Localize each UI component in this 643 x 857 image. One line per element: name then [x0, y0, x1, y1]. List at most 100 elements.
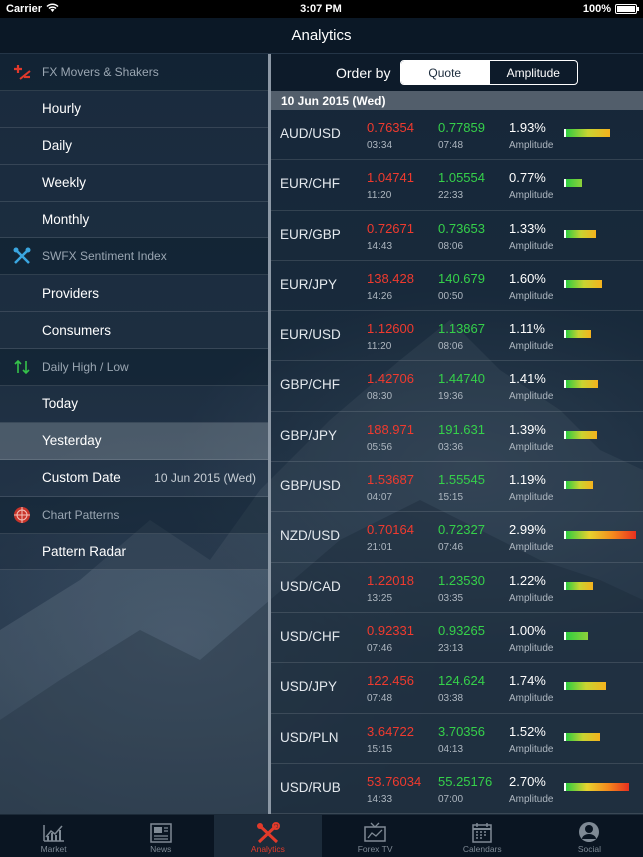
high-time: 22:33 — [438, 190, 464, 202]
pair-row[interactable]: EUR/GBP 0.72671 14:43 0.73653 08:06 1.33% Ampl… — [271, 210, 643, 261]
high-time: 04:13 — [438, 743, 464, 755]
pair-row[interactable]: GBP/USD 1.53687 04:07 1.55545 15:15 1.19% Ampl… — [271, 462, 643, 513]
amplitude-percent: 2.70% — [509, 773, 546, 789]
amplitude-bar-fill — [564, 782, 629, 791]
pair-name: USD/RUB — [280, 779, 341, 795]
pair-row[interactable]: EUR/JPY 138.428 14:26 140.679 00:50 1.60% Ampl… — [271, 260, 643, 312]
amplitude-bar-fill — [564, 732, 600, 741]
amplitude-bar — [564, 782, 636, 791]
amplitude-percent: 1.19% — [509, 472, 546, 488]
pair-row[interactable]: USD/CHF 0.92331 07:46 0.93265 23:13 1.00% Ampl… — [271, 612, 643, 664]
low-time: 07:48 — [367, 693, 393, 705]
amplitude-bar-fill — [564, 531, 636, 540]
navigation-bar: Analytics — [0, 18, 643, 54]
tab-news[interactable]: News — [107, 815, 214, 857]
high-time: 19:36 — [438, 391, 464, 403]
sidebar-section-label: Daily High / Low — [42, 360, 129, 375]
low-time: 07:46 — [367, 642, 393, 654]
wifi-icon — [46, 3, 59, 16]
high-price: 124.624 — [438, 673, 485, 689]
pair-name: GBP/USD — [280, 478, 341, 494]
amplitude-percent: 1.74% — [509, 673, 546, 689]
movers-icon — [12, 62, 32, 82]
amplitude-bar — [564, 279, 636, 288]
pair-row[interactable]: EUR/USD 1.12600 11:20 1.13867 08:06 1.11% Ampl… — [271, 311, 643, 362]
panel-divider[interactable] — [268, 54, 271, 814]
sidebar-item-label: Consumers — [42, 322, 112, 338]
low-time: 11:20 — [367, 190, 392, 202]
custom-date-value: 10 Jun 2015 (Wed) — [154, 470, 256, 485]
low-price: 188.971 — [367, 421, 414, 437]
amplitude-percent: 1.39% — [509, 421, 546, 437]
low-price: 0.70164 — [367, 522, 414, 538]
sidebar-item-pattern-radar[interactable]: Pattern Radar — [0, 533, 268, 571]
amplitude-percent: 1.33% — [509, 220, 546, 236]
high-time: 03:36 — [438, 441, 464, 453]
tab-analytics[interactable]: Analytics — [214, 815, 322, 857]
sidebar-item-yesterday[interactable]: Yesterday — [0, 422, 268, 460]
amplitude-bar — [564, 380, 636, 389]
sidebar-section-fx-movers: FX Movers & Shakers — [0, 54, 268, 91]
main-content: Order by Quote Amplitude 10 Jun 2015 (We… — [271, 54, 643, 815]
tv-icon — [362, 821, 388, 845]
amplitude-bar — [564, 581, 636, 590]
pair-name: EUR/JPY — [280, 276, 338, 292]
sidebar-item-hourly[interactable]: Hourly — [0, 90, 268, 128]
amplitude-bar — [564, 129, 636, 137]
low-time: 21:01 — [367, 542, 393, 554]
pair-row[interactable]: USD/PLN 3.64722 15:15 3.70356 04:13 1.52% Ampl… — [271, 713, 643, 764]
sidebar-item-daily[interactable]: Daily — [0, 127, 268, 165]
sidebar-item-weekly[interactable]: Weekly — [0, 164, 268, 202]
amplitude-bar — [564, 179, 636, 188]
pair-row[interactable]: USD/RUB 53.76034 14:33 55.25176 07:00 2.70% Am… — [271, 763, 643, 815]
tools-icon — [12, 246, 32, 266]
page-title: Analytics — [291, 27, 352, 44]
sidebar-item-today[interactable]: Today — [0, 386, 268, 423]
amplitude-label: Amplitude — [509, 190, 554, 202]
low-price: 1.22018 — [367, 572, 414, 588]
order-by-amplitude-button[interactable]: Amplitude — [488, 61, 578, 84]
amplitude-label: Amplitude — [509, 492, 554, 504]
pair-row[interactable]: EUR/CHF 1.04741 11:20 1.05554 22:33 0.77% Ampl… — [271, 160, 643, 211]
amplitude-bar — [564, 481, 636, 490]
tab-social[interactable]: Social — [536, 815, 643, 857]
pair-row[interactable]: GBP/JPY 188.971 05:56 191.631 03:36 1.39% Ampl… — [271, 411, 643, 463]
tab-label: Forex TV — [357, 844, 393, 854]
pair-row[interactable]: AUD/USD 0.76354 03:34 0.77859 07:48 1.93% Ampl… — [271, 110, 643, 161]
high-time: 07:46 — [438, 542, 464, 554]
sidebar-item-custom-date[interactable]: Custom Date 10 Jun 2015 (Wed) — [0, 459, 268, 497]
amplitude-bar — [564, 682, 636, 691]
amplitude-percent: 1.60% — [509, 270, 546, 286]
low-price: 1.12600 — [367, 321, 414, 337]
amplitude-bar-fill — [564, 330, 591, 339]
pair-row[interactable]: GBP/CHF 1.42706 08:30 1.44740 19:36 1.41% Ampl… — [271, 361, 643, 412]
sidebar-item-label: Monthly — [42, 212, 90, 227]
amplitude-bar-fill — [564, 279, 602, 288]
amplitude-percent: 1.41% — [509, 371, 546, 387]
high-price: 55.25176 — [438, 773, 493, 789]
high-price: 1.23530 — [438, 572, 485, 588]
amplitude-bar — [564, 732, 636, 741]
arrows-up-down-icon — [12, 357, 32, 377]
pair-row[interactable]: NZD/USD 0.70164 21:01 0.72327 07:46 2.99% Ampl… — [271, 512, 643, 563]
low-time: 08:30 — [367, 391, 393, 403]
sidebar-section-chart-patterns: Chart Patterns — [0, 496, 268, 534]
sidebar-item-consumers[interactable]: Consumers — [0, 312, 268, 350]
sidebar-item-label: Hourly — [42, 101, 82, 117]
high-time: 03:38 — [438, 693, 464, 705]
pair-row[interactable]: USD/CAD 1.22018 13:25 1.23530 03:35 1.22% Ampl… — [271, 562, 643, 613]
amplitude-bar-fill — [564, 129, 610, 137]
tab-market[interactable]: Market — [0, 815, 107, 857]
high-time: 00:50 — [438, 290, 464, 302]
sidebar-section-label: FX Movers & Shakers — [42, 64, 159, 79]
status-time: 3:07 PM — [300, 3, 342, 15]
order-by-quote-button[interactable]: Quote — [401, 61, 489, 84]
pair-row[interactable]: USD/JPY 122.456 07:48 124.624 03:38 1.74% Ampl… — [271, 663, 643, 714]
tab-calendars[interactable]: Calendars — [429, 815, 536, 857]
low-price: 138.428 — [367, 270, 414, 286]
sidebar-item-providers[interactable]: Providers — [0, 275, 268, 313]
tab-forex-tv[interactable]: Forex TV — [322, 815, 429, 857]
low-time: 05:56 — [367, 441, 393, 453]
sidebar-item-monthly[interactable]: Monthly — [0, 201, 268, 239]
